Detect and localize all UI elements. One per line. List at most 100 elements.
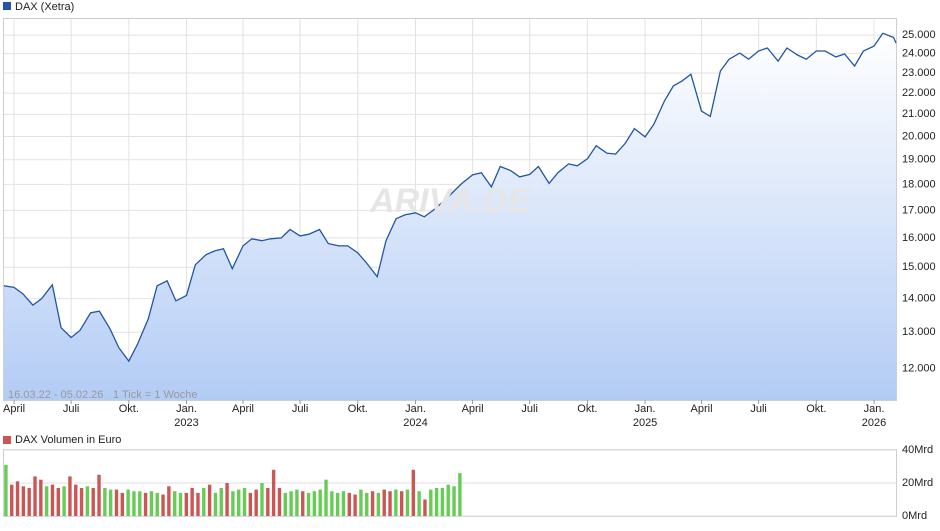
y-tick-label: 16.000 [902,232,936,244]
volume-bar [242,487,247,516]
volume-bar [97,474,101,516]
volume-bar [103,487,107,516]
x-tick-label: Juli [521,403,538,415]
volume-bar [190,487,194,516]
volume-bar [399,491,404,516]
volume-bar [347,492,351,516]
volume-bar [417,491,421,516]
y-tick-label: 12.000 [902,363,936,375]
volume-bar [295,489,299,516]
x-tick-label: April [232,403,254,415]
y-tick-label: 22.000 [902,87,936,99]
volume-bar [289,491,293,516]
y-tick-label: 17.000 [902,204,936,216]
x-tick-label: Juli [63,403,80,415]
volume-bar [434,487,439,516]
x-year-label: 2024 [403,417,427,429]
volume-bar [4,464,8,516]
volume-bar [452,486,456,516]
x-tick-label: Juli [292,403,309,415]
volume-bar [68,476,72,516]
volume-bar [132,491,136,516]
volume-bar [126,489,130,516]
volume-bar [167,486,171,516]
annotation: 1 Tick = 1 Woche [113,389,197,401]
x-year-label: 2023 [174,417,198,429]
y-tick-label: 19.000 [902,154,936,166]
volume-bar [423,499,427,516]
watermark: ARIVA.DE [369,182,531,220]
x-year-label: 2025 [633,417,657,429]
volume-bar [21,486,26,516]
volume-bar [219,487,223,516]
volume-bar [318,489,322,516]
x-tick-label: Jan. [635,403,656,415]
legend-label: DAX (Xetra) [15,1,74,13]
x-tick-label: Jan. [864,403,885,415]
volume-bar [120,492,125,516]
volume-bar [365,492,369,516]
x-tick-label: Okt. [119,403,139,415]
volume-bar [207,484,212,516]
volume-bar [74,484,78,516]
volume-bar [155,492,159,516]
price-line [3,32,897,363]
volume-bar [114,489,119,516]
volume-bar [172,491,177,516]
x-year-label: 2026 [862,417,886,429]
volume-bar [254,489,258,516]
y-tick-label: 24.000 [902,48,936,60]
volume-bar [405,489,410,516]
legend-swatch [3,2,11,10]
volume-bar [312,491,317,516]
volume-bar [138,491,142,516]
volume-bar [353,494,357,516]
volume-bar [283,492,287,516]
x-tick-label: April [3,403,25,415]
legend-label: DAX Volumen in Euro [15,434,121,446]
volume-bar [149,491,154,516]
volume-bar [324,479,328,516]
y-tick-label: 23.000 [902,67,936,79]
x-tick-label: April [691,403,713,415]
volume-bar [411,469,416,516]
y-tick-label: 20Mrd [902,477,933,489]
volume-bar [388,491,392,516]
legend-swatch [3,436,11,444]
volume-bar [196,492,200,516]
volume-bar [161,494,165,516]
volume-bar [271,469,276,516]
volume-bar [39,479,43,516]
layer: 12.000 13.000 14.000 15.000 16.000 17.000 18.0… [3,2,936,522]
volume-bar [301,491,305,516]
volume-bar [50,484,55,516]
y-tick-label: 20.000 [902,130,936,142]
x-tick-label: Okt. [806,403,826,415]
volume-bar [341,491,346,516]
volume-bar [370,491,375,516]
volume-bar [248,492,253,516]
y-tick-label: 13.000 [902,326,936,338]
volume-bar [143,492,148,516]
annotation: 16.03.22 - 05.02.26 [8,389,103,401]
volume-bar [330,491,334,516]
volume-bar [85,486,90,516]
volume-bar [260,483,264,516]
volume-bar [178,492,183,516]
volume-bar [266,487,270,516]
y-tick-label: 15.000 [902,261,936,273]
volume-bar [277,487,282,516]
volume-bar [231,491,235,516]
y-tick-label: 21.000 [902,108,936,120]
y-tick-label: 14.000 [902,292,936,304]
volume-bar [429,489,433,516]
y-tick-label: 40Mrd [902,444,933,456]
volume-bar [202,487,206,516]
x-tick-label: Okt. [348,403,368,415]
volume-bar [33,476,37,516]
volume-bar [225,483,229,516]
volume-bar [359,489,363,516]
volume-bar [458,473,462,516]
